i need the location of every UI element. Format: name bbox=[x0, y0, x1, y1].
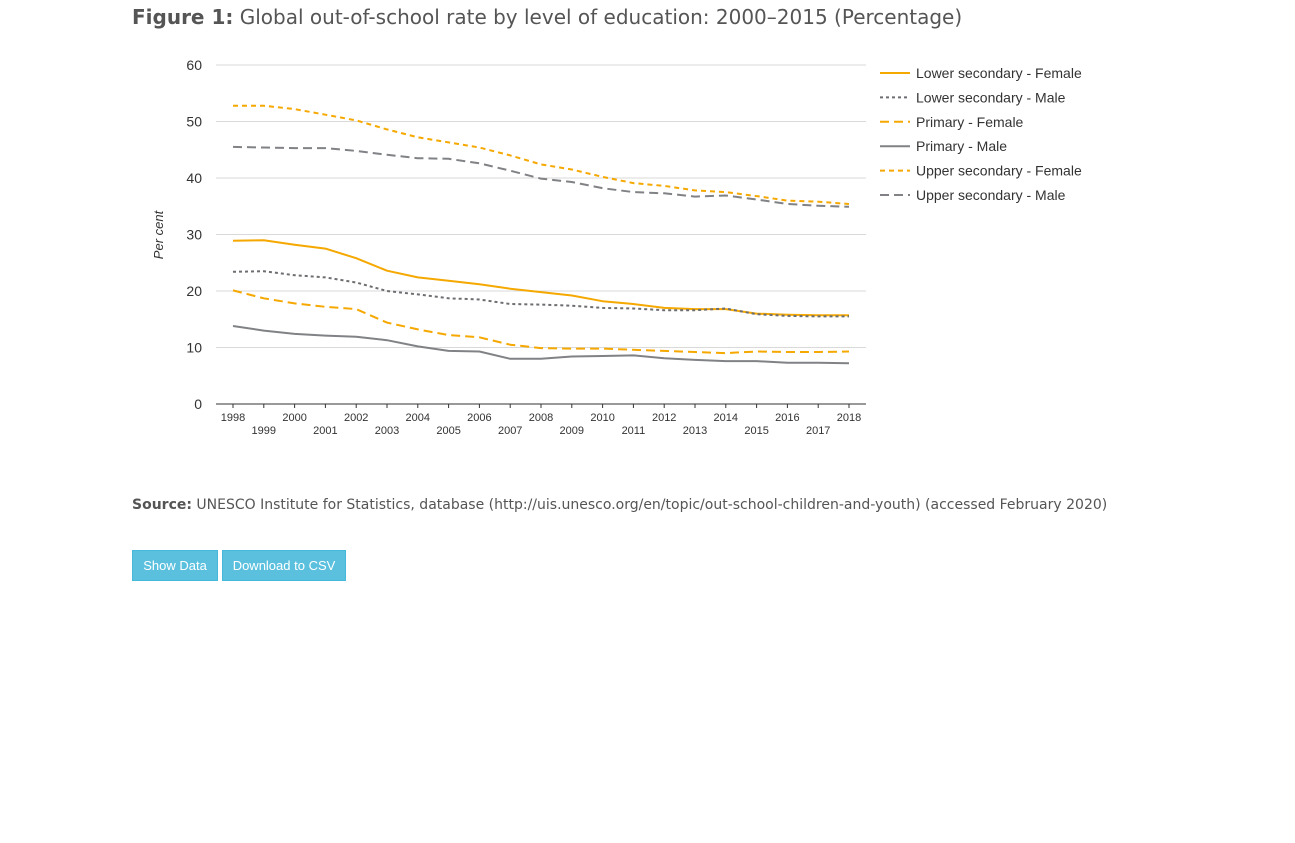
legend-label: Upper secondary - Male bbox=[916, 187, 1066, 203]
legend-label: Primary - Male bbox=[916, 138, 1007, 154]
legend-label: Lower secondary - Female bbox=[916, 65, 1082, 81]
y-tick-label: 50 bbox=[186, 114, 202, 130]
figure-title-text: Global out-of-school rate by level of ed… bbox=[239, 5, 963, 29]
x-tick-label: 2006 bbox=[467, 412, 491, 424]
x-tick-label: 2005 bbox=[436, 425, 460, 437]
x-tick-label: 1999 bbox=[252, 425, 276, 437]
x-tick-label: 2007 bbox=[498, 425, 522, 437]
legend-label: Lower secondary - Male bbox=[916, 89, 1066, 105]
x-tick-label: 2000 bbox=[282, 412, 306, 424]
y-tick-label: 60 bbox=[186, 57, 202, 73]
x-tick-label: 2013 bbox=[683, 425, 707, 437]
x-tick-label: 2010 bbox=[590, 412, 614, 424]
y-tick-label: 0 bbox=[194, 396, 202, 412]
x-tick-label: 2017 bbox=[806, 425, 830, 437]
series-lines bbox=[232, 104, 850, 365]
y-tick-label: 10 bbox=[186, 340, 202, 356]
axes: 0 10 20 30 40 50 60 1998 1999 2000 2001 2002 2003 200… bbox=[186, 57, 866, 437]
x-tick-label: 2012 bbox=[652, 412, 676, 424]
show-data-button[interactable]: Show Data bbox=[132, 550, 218, 581]
download-csv-button[interactable]: Download to CSV bbox=[222, 550, 346, 581]
y-tick-label: 30 bbox=[186, 227, 202, 243]
series-line-lower-secondary-male bbox=[232, 270, 849, 318]
y-tick-label: 40 bbox=[186, 170, 202, 186]
figure-label: Figure 1: bbox=[132, 5, 234, 29]
figure-title: Figure 1: Global out-of-school rate by l… bbox=[132, 5, 962, 29]
series-line-primary-male bbox=[232, 325, 850, 365]
x-tick-label: 1998 bbox=[221, 412, 245, 424]
x-tick-label: 2008 bbox=[529, 412, 553, 424]
legend-label: Primary - Female bbox=[916, 114, 1024, 130]
x-tick-label: 2018 bbox=[837, 412, 861, 424]
source-note: Source: UNESCO Institute for Statistics,… bbox=[132, 497, 1107, 513]
legend-label: Upper secondary - Female bbox=[916, 163, 1082, 179]
x-tick-label: 2011 bbox=[622, 425, 646, 437]
legend: Lower secondary - Female Lower secondary … bbox=[880, 65, 1082, 203]
gridlines bbox=[216, 64, 866, 348]
x-tick-label: 2014 bbox=[714, 412, 738, 424]
x-tick-label: 2016 bbox=[775, 412, 799, 424]
y-axis-label: Per cent bbox=[151, 209, 166, 259]
x-tick-label: 2003 bbox=[375, 425, 399, 437]
x-tick-label: 2004 bbox=[406, 412, 430, 424]
line-chart: 0 10 20 30 40 50 60 1998 1999 2000 2001 2002 2003 200… bbox=[151, 57, 1082, 437]
x-tick-label: 2009 bbox=[560, 425, 584, 437]
series-line-upper-secondary-male bbox=[232, 145, 850, 208]
x-tick-label: 2015 bbox=[744, 425, 768, 437]
x-tick-label: 2002 bbox=[344, 412, 368, 424]
y-tick-label: 20 bbox=[186, 283, 202, 299]
source-label: Source: bbox=[132, 497, 192, 513]
series-line-upper-secondary-female bbox=[233, 104, 850, 205]
x-tick-label: 2001 bbox=[313, 425, 337, 437]
source-text: UNESCO Institute for Statistics, databas… bbox=[196, 497, 1108, 513]
series-line-primary-female bbox=[232, 289, 850, 355]
